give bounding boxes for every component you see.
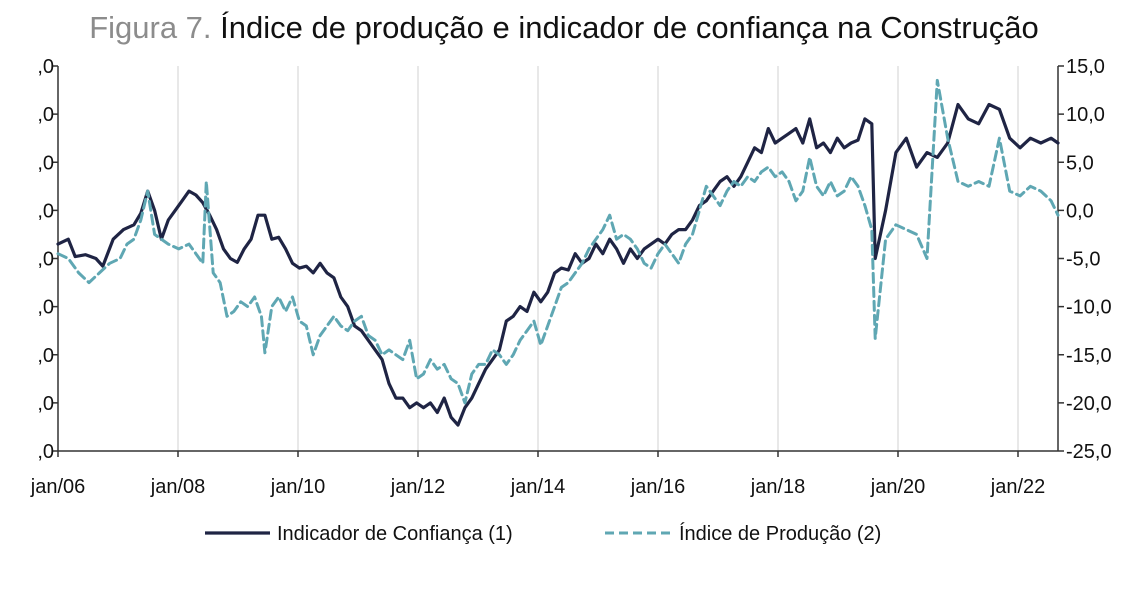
legend: Indicador de Confiança (1) Índice de Pro…	[205, 522, 881, 545]
x-axis-ticks: jan/06 jan/08 jan/10 jan/12 jan/14 jan/16 jan/…	[30, 476, 1046, 498]
legend-confidence-label: Indicador de Confiança (1)	[277, 523, 513, 545]
left-tick-label: ,0	[37, 152, 54, 174]
right-tick-label: -20,0	[1066, 393, 1112, 415]
right-axis-ticks: 15,0 10,0 5,0 0,0 -5,0 -10,0 -15,0 -20,0 -25,0	[1066, 56, 1112, 463]
x-tick-label: jan/06	[30, 476, 86, 498]
x-tick-label: jan/18	[750, 476, 806, 498]
right-tick-label: 15,0	[1066, 56, 1105, 78]
right-tick-label: -15,0	[1066, 345, 1112, 367]
axes	[52, 65, 1064, 457]
right-tick-label: 5,0	[1066, 152, 1094, 174]
right-tick-label: -5,0	[1066, 249, 1100, 271]
series-group	[56, 78, 1060, 427]
left-tick-label: ,0	[37, 345, 54, 367]
left-tick-label: ,0	[37, 441, 54, 463]
figure-number: Figura 7.	[89, 10, 212, 45]
x-tick-label: jan/20	[870, 476, 926, 498]
x-tick-label: jan/10	[270, 476, 326, 498]
left-tick-label: ,0	[37, 200, 54, 222]
chart-title: Figura 7. Índice de produção e indicador…	[0, 10, 1128, 46]
x-tick-label: jan/14	[510, 476, 566, 498]
left-tick-label: ,0	[37, 393, 54, 415]
x-tick-label: jan/16	[630, 476, 686, 498]
left-tick-label: ,0	[37, 297, 54, 319]
x-tick-label: jan/08	[150, 476, 206, 498]
left-tick-label: ,0	[37, 104, 54, 126]
right-tick-label: 10,0	[1066, 104, 1105, 126]
series-line-production	[56, 78, 1060, 405]
grid-lines	[177, 66, 1019, 451]
legend-production-label: Índice de Produção (2)	[679, 522, 881, 545]
right-tick-label: -10,0	[1066, 297, 1112, 319]
chart-title-text: Índice de produção e indicador de confia…	[220, 10, 1039, 45]
left-tick-label: ,0	[37, 249, 54, 271]
right-tick-label: -25,0	[1066, 441, 1112, 463]
left-axis-ticks: ,0 ,0 ,0 ,0 ,0 ,0 ,0 ,0 ,0	[37, 56, 54, 463]
right-tick-label: 0,0	[1066, 200, 1094, 222]
x-tick-label: jan/22	[990, 476, 1046, 498]
x-tick-label: jan/12	[390, 476, 446, 498]
series-line-confidence	[56, 102, 1060, 427]
left-tick-label: ,0	[37, 56, 54, 78]
